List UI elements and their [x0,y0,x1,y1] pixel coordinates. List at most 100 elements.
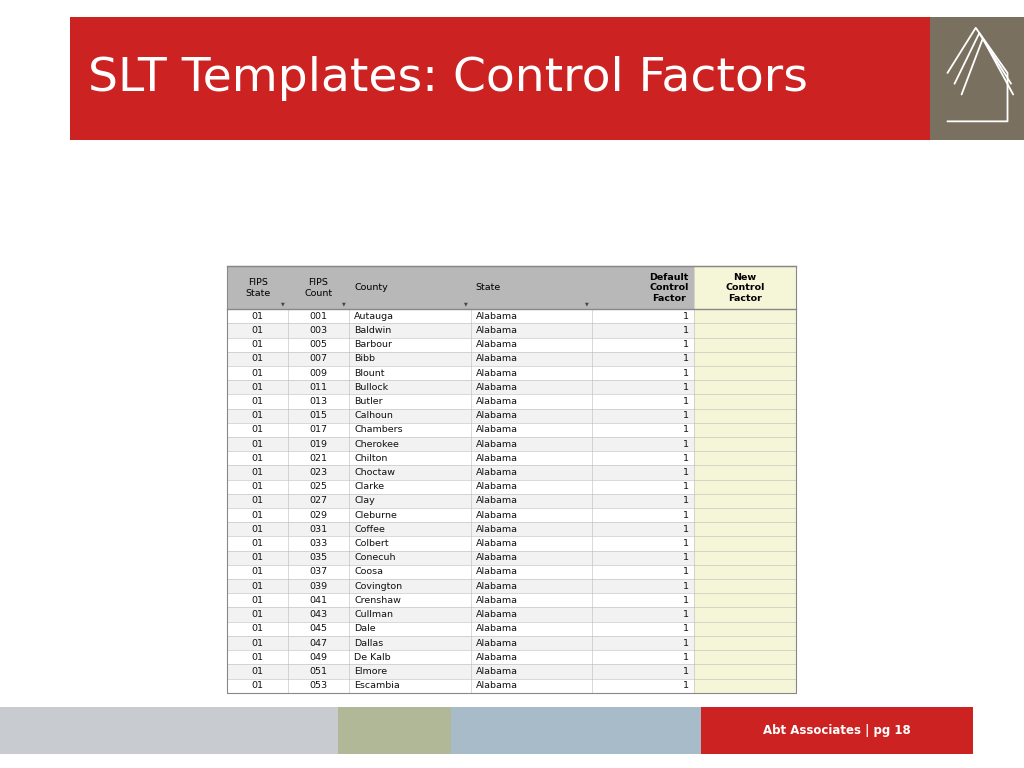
Text: 009: 009 [309,369,328,378]
Text: 1: 1 [683,681,689,690]
Text: 001: 001 [309,312,328,321]
Text: 01: 01 [252,312,264,321]
Text: 1: 1 [683,439,689,449]
Bar [694,395,796,409]
Bar [694,423,796,437]
Text: 01: 01 [252,525,264,534]
Text: Alabama: Alabama [476,496,518,505]
Bar [694,266,796,310]
Bar [227,636,796,650]
Text: 1: 1 [683,610,689,619]
Bar [694,565,796,579]
Text: 1: 1 [683,397,689,406]
Text: Alabama: Alabama [476,539,518,548]
Text: 1: 1 [683,354,689,363]
Text: Alabama: Alabama [476,624,518,634]
Bar [694,551,796,565]
Text: 1: 1 [683,624,689,634]
Bar [694,579,796,593]
Bar [930,17,1024,140]
Text: 1: 1 [683,468,689,477]
Text: Alabama: Alabama [476,667,518,676]
Text: Conecuh: Conecuh [354,553,395,562]
Bar [694,664,796,679]
Text: 031: 031 [309,525,328,534]
Text: Alabama: Alabama [476,382,518,392]
Text: Baldwin: Baldwin [354,326,391,335]
Bar [227,650,796,664]
Text: Alabama: Alabama [476,638,518,647]
Text: Alabama: Alabama [476,525,518,534]
Text: 01: 01 [252,454,264,463]
Bar [227,310,796,323]
Text: Bibb: Bibb [354,354,375,363]
Text: Alabama: Alabama [476,468,518,477]
Text: 01: 01 [252,468,264,477]
Bar [338,707,451,754]
Text: Choctaw: Choctaw [354,468,395,477]
Text: 051: 051 [309,667,328,676]
Text: 1: 1 [683,539,689,548]
Text: 01: 01 [252,667,264,676]
Bar [694,380,796,395]
Bar [451,707,701,754]
Text: 01: 01 [252,340,264,349]
Text: 041: 041 [309,596,328,605]
Text: County: County [354,283,388,293]
Text: 021: 021 [309,454,328,463]
Text: 01: 01 [252,354,264,363]
Text: Autauga: Autauga [354,312,394,321]
Bar [227,352,796,366]
Text: 045: 045 [309,624,328,634]
Bar [227,593,796,607]
Text: Alabama: Alabama [476,340,518,349]
Text: Alabama: Alabama [476,596,518,605]
Text: 01: 01 [252,596,264,605]
Text: Alabama: Alabama [476,610,518,619]
Bar [694,650,796,664]
Bar [694,310,796,323]
Bar [227,380,796,395]
Text: Coosa: Coosa [354,568,383,577]
Text: 049: 049 [309,653,328,662]
Bar [227,338,796,352]
Text: Butler: Butler [354,397,383,406]
Text: 01: 01 [252,496,264,505]
Text: Alabama: Alabama [476,312,518,321]
Text: Cherokee: Cherokee [354,439,399,449]
Text: Bullock: Bullock [354,382,388,392]
Text: 1: 1 [683,369,689,378]
Text: Coffee: Coffee [354,525,385,534]
Text: ▼: ▼ [342,301,346,306]
Text: 1: 1 [683,454,689,463]
Text: 01: 01 [252,511,264,520]
Text: Alabama: Alabama [476,454,518,463]
Bar [227,452,796,465]
Text: 005: 005 [309,340,328,349]
Bar [694,452,796,465]
Text: Clay: Clay [354,496,375,505]
Bar [694,522,796,536]
Text: 1: 1 [683,553,689,562]
Text: Dallas: Dallas [354,638,383,647]
Text: Crenshaw: Crenshaw [354,596,401,605]
Bar [227,465,796,479]
Text: New
Control
Factor: New Control Factor [725,273,765,303]
Text: Alabama: Alabama [476,568,518,577]
Text: 037: 037 [309,568,328,577]
Bar [227,409,796,422]
Text: Chilton: Chilton [354,454,387,463]
Text: Alabama: Alabama [476,411,518,420]
Text: Alabama: Alabama [476,354,518,363]
Text: Elmore: Elmore [354,667,387,676]
Text: Alabama: Alabama [476,681,518,690]
Text: 015: 015 [309,411,328,420]
Text: 01: 01 [252,425,264,435]
Text: 1: 1 [683,638,689,647]
Text: Alabama: Alabama [476,326,518,335]
Text: 01: 01 [252,568,264,577]
Text: Alabama: Alabama [476,397,518,406]
Bar [227,679,796,693]
Bar [694,352,796,366]
Bar [694,323,796,338]
